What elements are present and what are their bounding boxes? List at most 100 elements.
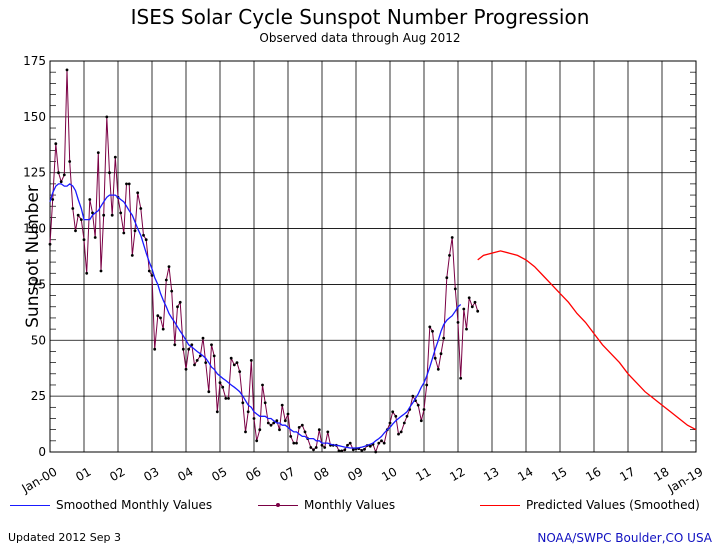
monthly-point [184,367,188,371]
monthly-point [300,423,304,427]
monthly-point [164,278,168,282]
x-tick-label: 04 [175,464,195,484]
x-tick-label: 12 [447,464,467,484]
monthly-point [402,421,406,425]
monthly-point [246,410,250,414]
legend-monthly-dot [276,502,280,507]
x-tick-label: Jan-19 [665,464,706,496]
x-tick-label: 14 [515,464,535,484]
monthly-point [190,343,194,347]
x-tick-label: 08 [311,464,331,484]
monthly-point [428,325,432,329]
monthly-point [122,231,126,235]
smoothed-series-line [49,183,462,449]
y-tick-label: 150 [23,110,46,124]
monthly-point [295,441,298,445]
monthly-point [108,171,111,175]
legend-smoothed-label: Smoothed Monthly Values [56,498,213,512]
monthly-point [82,238,86,242]
credit-text: NOAA/SWPC Boulder,CO USA [537,531,712,545]
monthly-point [450,236,454,239]
monthly-point [144,238,148,242]
x-tick-label: Jan-00 [19,464,60,496]
legend-monthly: Monthly Values [258,498,395,512]
monthly-point [405,414,409,418]
monthly-point [176,305,179,309]
monthly-point [156,314,160,318]
monthly-point [221,385,225,389]
monthly-point [467,296,471,300]
monthly-point [215,410,219,414]
monthly-point [416,403,420,407]
monthly-point [470,305,474,309]
monthly-point [229,356,233,360]
legend-predicted-swatch [480,504,520,506]
monthly-point [102,213,106,217]
monthly-point [269,423,273,427]
monthly-point [346,443,349,447]
monthly-point [391,410,395,414]
monthly-point [292,441,296,445]
monthly-point [280,403,284,407]
monthly-point [363,447,366,451]
monthly-point [465,327,468,331]
monthly-point [312,448,315,452]
monthly-point [380,439,383,443]
monthly-point [374,450,378,454]
y-tick-label: 125 [23,166,46,180]
monthly-point [397,432,400,436]
monthly-point [232,363,236,367]
monthly-point [187,347,191,351]
x-tick-label: 16 [583,464,603,484]
monthly-point [93,236,97,239]
monthly-point [238,370,242,373]
monthly-point [425,383,429,387]
monthly-point [173,343,177,347]
monthly-point [57,171,60,175]
page-subtitle: Observed data through Aug 2012 [259,31,461,45]
monthly-point [65,68,69,72]
monthly-point [433,356,437,360]
legend-monthly-swatch [258,502,298,507]
monthly-point [113,155,117,159]
monthly-point [249,359,253,362]
monthly-point [224,397,228,400]
monthly-point [266,421,270,425]
monthly-point [360,449,364,452]
monthly-point [110,213,114,217]
y-tick-label: 75 [31,277,46,291]
monthly-point [59,180,63,184]
monthly-point [96,151,100,155]
monthly-point [88,198,92,201]
monthly-point [337,449,341,453]
monthly-point [212,354,216,358]
monthly-point [283,419,287,423]
monthly-point [147,269,151,273]
x-tick-label: 17 [617,464,637,484]
monthly-point [431,329,434,333]
x-tick-label: 02 [107,464,127,484]
monthly-point [142,233,145,237]
monthly-point [442,336,446,340]
monthly-point [348,441,352,445]
monthly-point [340,449,344,453]
legend-predicted-label: Predicted Values (Smoothed) [526,498,700,512]
x-tick-label: 11 [413,464,433,484]
monthly-point [54,142,58,146]
monthly-point [453,287,457,291]
monthly-point [207,390,211,394]
monthly-point [462,307,466,311]
monthly-point [252,417,256,420]
monthly-point [399,430,403,434]
y-tick-label: 50 [31,333,46,347]
updated-date: Updated 2012 Sep 3 [8,531,122,544]
monthly-point [159,316,162,320]
monthly-point [170,289,174,293]
monthly-point [320,443,324,447]
monthly-point [343,448,347,452]
monthly-point [473,300,477,304]
monthly-point [91,211,94,215]
monthly-point [297,426,301,429]
monthly-point [323,446,327,449]
